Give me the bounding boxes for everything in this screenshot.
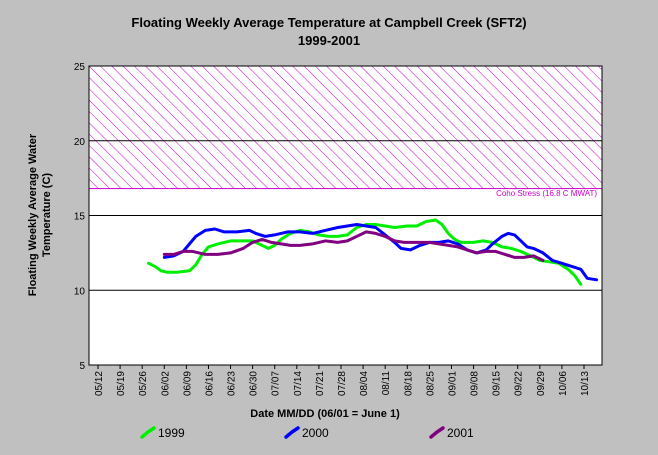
- x-tick-label: 06/09: [182, 371, 193, 396]
- stress-band-label: Coho Stress (16.8 C MWAT): [496, 189, 597, 198]
- series-line-2000: [162, 223, 599, 282]
- x-tick-label: 10/06: [558, 371, 569, 396]
- chart-subtitle: 1999-2001: [298, 33, 360, 48]
- x-tick-label: 08/25: [425, 371, 436, 396]
- legend-swatch-2000: [284, 426, 300, 439]
- legend-label-2001: 2001: [447, 426, 474, 440]
- y-tick-label: 5: [79, 361, 85, 372]
- x-tick-label: 07/21: [315, 371, 326, 396]
- legend-label-2000: 2000: [302, 426, 329, 440]
- legend: 1999 2000 2001: [140, 426, 474, 440]
- stress-band: [88, 65, 603, 190]
- x-tick-label: 05/19: [116, 371, 127, 396]
- x-axis-ticks: 05/12 05/19 05/26 06/02 06/09 06/16 06/23 06/30…: [94, 365, 591, 396]
- x-tick-label: 09/15: [492, 371, 503, 396]
- x-tick-label: 05/26: [138, 371, 149, 396]
- series-lines: [147, 218, 599, 286]
- x-tick-label: 07/28: [337, 371, 348, 396]
- x-tick-label: 10/13: [580, 371, 591, 396]
- y-axis-label-line2: Temperature (C): [41, 173, 53, 257]
- x-tick-label: 09/01: [447, 371, 458, 396]
- y-tick-label: 15: [74, 212, 86, 223]
- legend-swatch-2001: [429, 426, 445, 439]
- x-tick-label: 06/23: [227, 371, 238, 396]
- x-tick-label: 09/08: [470, 371, 481, 396]
- y-tick-label: 20: [74, 137, 86, 148]
- y-tick-label: 25: [74, 62, 86, 73]
- grid-lines: [89, 140, 602, 291]
- x-tick-label: 07/07: [271, 371, 282, 396]
- y-tick-label: 10: [74, 286, 86, 297]
- y-axis-label-line1: Floating Weekly Average Water: [27, 133, 39, 296]
- y-axis-ticks: 5 10 15 20 25: [74, 62, 86, 372]
- x-tick-label: 09/22: [514, 371, 525, 396]
- legend-label-1999: 1999: [158, 426, 185, 440]
- x-axis-label: Date MM/DD (06/01 = June 1): [250, 408, 400, 420]
- series-line-2001: [162, 230, 545, 262]
- x-tick-label: 08/11: [381, 371, 392, 396]
- x-tick-label: 07/14: [293, 371, 304, 396]
- legend-swatch-1999: [140, 426, 156, 439]
- x-tick-label: 09/29: [536, 371, 547, 396]
- plot-border: [88, 65, 603, 366]
- x-tick-label: 08/18: [403, 371, 414, 396]
- stress-band-area: [88, 65, 603, 190]
- x-tick-label: 08/04: [359, 371, 370, 396]
- x-tick-label: 06/16: [204, 371, 215, 396]
- chart-title: Floating Weekly Average Temperature at C…: [131, 15, 526, 30]
- x-tick-label: 06/02: [160, 371, 171, 396]
- x-tick-label: 05/12: [94, 371, 105, 396]
- x-tick-label: 06/30: [249, 371, 260, 396]
